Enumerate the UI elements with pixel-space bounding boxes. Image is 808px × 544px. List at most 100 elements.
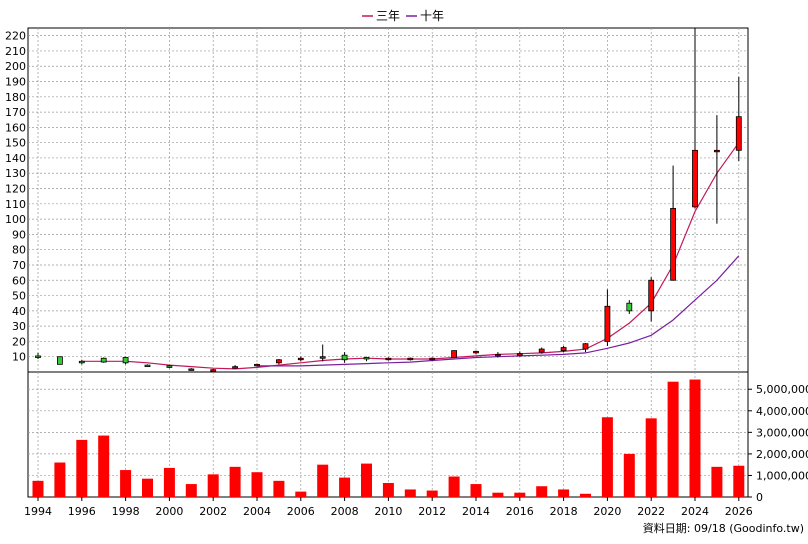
volume-bar [76,439,88,497]
candle-body [670,208,676,281]
x-tick-label: 2012 [418,505,446,518]
volume-bar [142,478,153,497]
legend-label-ma3: 三年 [376,9,400,23]
volume-bar [229,466,241,497]
price-tick-label: 40 [12,305,26,318]
volume-bar [32,480,44,497]
volume-bar [711,466,723,497]
candle-body [166,365,173,368]
candle-body [188,368,195,371]
volume-tick-label: 0 [756,491,763,504]
candle-body [604,305,611,342]
volume-bar [492,492,504,497]
price-tick-label: 100 [5,213,26,226]
price-tick-label: 90 [12,228,26,241]
x-tick-label: 2006 [287,505,315,518]
price-tick-label: 10 [12,351,26,364]
source-note: 資料日期: 09/18 (Goodinfo.tw) [643,521,804,535]
candle-body [516,353,523,356]
volume-tick-label: 2,000,000 [756,448,808,461]
volume-bar [623,453,635,497]
grid [27,27,749,498]
volume-bar [185,484,197,497]
price-tick-label: 120 [5,183,26,196]
price-panel-frame [27,27,749,373]
volume-panel-frame [27,371,749,498]
x-tick-label: 2022 [637,505,665,518]
x-tick-label: 1998 [112,505,140,518]
price-tick-label: 20 [12,335,26,348]
price-tick-label: 30 [12,320,26,333]
candle-body [451,350,458,358]
volume-tick-label: 4,000,000 [756,405,808,418]
price-tick-label: 70 [12,259,26,272]
candle-body [385,357,392,361]
candle-body [582,343,589,350]
volume-tick-label: 5,000,000 [756,383,808,396]
price-tick-label: 170 [5,106,26,119]
price-tick-label: 180 [5,91,26,104]
moving-average-lines [81,142,740,370]
candle-body [714,149,720,153]
candle-body [275,359,282,364]
x-tick-label: 2002 [199,505,227,518]
x-tick-label: 2018 [550,505,578,518]
x-tick-label: 2026 [725,505,753,518]
x-tick-label: 2000 [155,505,183,518]
volume-bar [54,462,66,497]
volume-bar [426,490,438,497]
candle-body [35,355,41,358]
volume-bar [733,465,745,497]
legend-label-ma10: 十年 [420,9,444,23]
volume-bar [273,480,285,497]
volume-bar [558,489,570,497]
axes: 10 20 30 40 50 60 70 80 90 100 110 120 130 140 150 160 1… [5,30,808,518]
x-tick-label: 2014 [462,505,490,518]
price-tick-label: 190 [5,76,26,89]
volume-bar [601,417,613,497]
volume-bar [514,492,526,497]
volume-bar [536,486,548,497]
price-tick-label: 220 [5,30,26,43]
volume-bars [32,379,745,497]
candle-body [57,356,63,365]
price-tick-label: 160 [5,121,26,134]
volume-bar [163,467,175,497]
price-tick-label: 150 [5,137,26,150]
candle-body [648,279,655,312]
candle-body [735,116,742,151]
x-tick-label: 2008 [331,505,359,518]
candle-body [494,354,501,357]
price-tick-label: 60 [12,274,26,287]
candle-body [473,350,479,354]
volume-bar [448,476,460,497]
price-tick-label: 110 [5,198,26,211]
candle-body [560,347,567,351]
candle-body [144,364,151,368]
x-tick-label: 2024 [681,505,709,518]
price-tick-label: 130 [5,167,26,180]
volume-tick-label: 3,000,000 [756,426,808,439]
volume-bar [339,477,351,497]
candle-body [297,357,304,361]
volume-bar [645,418,657,497]
volume-bar [580,493,591,497]
candle-body [254,363,260,367]
price-tick-label: 80 [12,244,26,257]
volume-bar [295,491,307,497]
volume-bar [207,474,219,497]
candle-body [319,356,326,359]
volume-bar [251,472,263,497]
ma3-line [81,142,740,370]
volume-bar [382,482,394,497]
candle-body [538,348,545,353]
price-tick-label: 200 [5,60,26,73]
volume-bar [667,381,679,497]
x-tick-label: 2004 [243,505,271,518]
candle-body [626,302,633,312]
candle-body [429,357,436,361]
x-tick-label: 2020 [593,505,621,518]
volume-bar [404,489,416,497]
